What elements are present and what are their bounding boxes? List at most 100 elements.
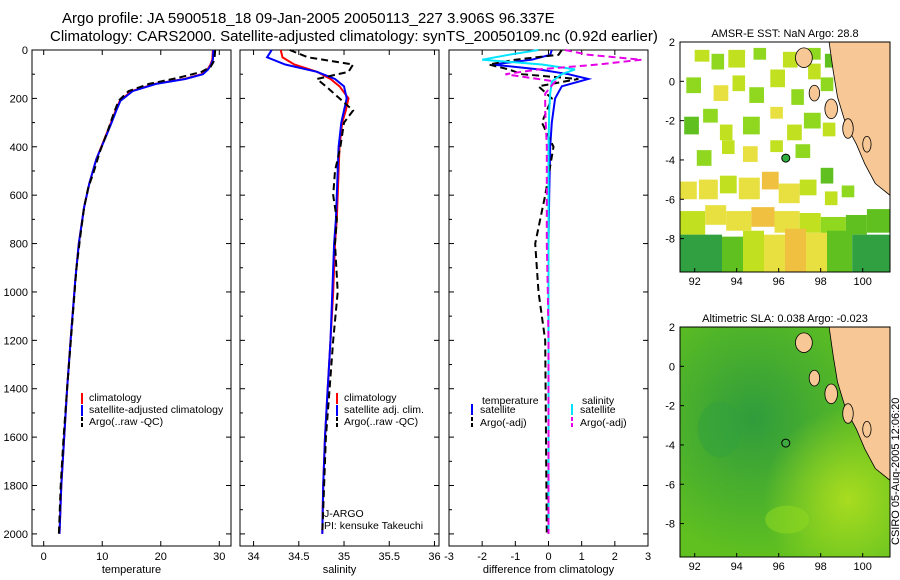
sst-cell <box>806 232 827 272</box>
difference-panel: -3 -2 -1 0 1 2 3 difference from climatology tem… <box>444 49 651 576</box>
figure-title-line-2: Climatology: CARS2000. Satellite-adjuste… <box>50 28 658 45</box>
sst-cell <box>749 87 764 103</box>
sst_map-panel: AMSR-E SST: NaN Argo: 28.8 92 94 96 98 100 2 0 -… <box>665 28 891 288</box>
difference-xtick-label: 0 <box>545 551 551 563</box>
island <box>795 332 813 353</box>
island <box>795 47 813 68</box>
sst-cell <box>824 191 838 206</box>
sst-cell <box>795 144 811 158</box>
sst-cell <box>680 211 706 235</box>
sst-cell <box>808 47 821 60</box>
depth-tick-label: 1200 <box>4 335 28 347</box>
legend-entry-label: Argo(..raw -QC) <box>344 416 418 428</box>
island <box>824 383 838 405</box>
sla_map-title: Altimetric SLA: 0.038 Argo: -0.023 <box>702 313 868 325</box>
sst-cell <box>686 77 701 94</box>
sla_map-frame <box>679 326 891 558</box>
difference-xtick-label: 3 <box>645 551 651 563</box>
sst-cell <box>698 179 718 200</box>
sst-cell <box>808 63 821 80</box>
figure-title-line-1: Argo profile: JA 5900518_18 09-Jan-2005 … <box>62 10 555 27</box>
sst_map-ytick-label: -6 <box>665 194 675 206</box>
sst-cell <box>743 146 758 162</box>
island <box>808 84 821 102</box>
salinity-xtick-label: 36 <box>428 551 440 563</box>
sst_map-xtick-label: 98 <box>815 276 827 288</box>
salinity-xaxis-label: salinity <box>323 564 357 576</box>
legend-entry-label: satellite adj. clim. <box>344 404 424 416</box>
sst-cell <box>743 230 764 272</box>
sst-cell <box>722 236 743 272</box>
sla_map-ytick-label: -2 <box>665 401 675 413</box>
annotation-pi: PI: kensuke Takeuchi <box>324 520 423 532</box>
depth-tick-label: 400 <box>10 142 28 154</box>
depth-tick-label: 1800 <box>4 481 28 493</box>
difference-xtick-label: -1 <box>510 551 520 563</box>
legend-entry-label: climatology <box>344 392 397 404</box>
legend-entry-label: Argo(-adj) <box>580 417 627 429</box>
sst-cell <box>719 124 733 141</box>
salinity-xtick-label: 35.5 <box>379 551 400 563</box>
sst-cell <box>722 140 735 155</box>
sla_map-panel: Altimetric SLA: 0.038 Argo: -0.023 92 94 96… <box>665 313 891 573</box>
difference-series-1 <box>488 49 579 534</box>
sst-cell <box>764 234 785 272</box>
sst-cell <box>827 230 853 272</box>
legend-entry-label: climatology <box>89 392 142 404</box>
depth-tick-label: 1000 <box>4 287 28 299</box>
temperature-xaxis-label: temperature <box>102 564 161 576</box>
legend-header-temperature: temperature <box>482 395 539 407</box>
sst-cell <box>845 214 867 235</box>
sst_map-xtick-label: 94 <box>731 276 743 288</box>
sst-cell <box>738 177 760 200</box>
depth-tick-label: 2000 <box>4 529 28 541</box>
sst-cell <box>684 116 699 135</box>
argo-position-marker <box>781 153 791 163</box>
sst-cell <box>770 140 783 153</box>
legend-entry-label: satellite <box>480 404 516 416</box>
sst_map-xtick-label: 100 <box>854 276 872 288</box>
sla-low-blob <box>697 401 742 458</box>
salinity-xtick-label: 35 <box>338 551 350 563</box>
depth-tick-label: 1400 <box>4 384 28 396</box>
salinity-series-2 <box>289 49 355 534</box>
sst-cell <box>799 179 817 196</box>
sla_map-ytick-label: 0 <box>669 361 675 373</box>
sla_map-xtick-label: 98 <box>815 561 827 573</box>
sst-cell <box>803 112 821 129</box>
sst-cell <box>694 49 710 62</box>
salinity-xtick-label: 34.5 <box>288 551 309 563</box>
sst-cell <box>852 234 890 272</box>
sst_map-field <box>680 42 890 272</box>
temperature-xtick-label: 0 <box>41 551 47 563</box>
sst-cell <box>732 75 746 92</box>
salinity-xtick-label: 34 <box>247 551 259 563</box>
temperature-series-2 <box>57 49 217 534</box>
sst_map-ytick-label: 0 <box>669 76 675 88</box>
salinity-axes-frame <box>239 49 440 547</box>
island <box>862 420 872 438</box>
sst-cell <box>770 69 785 88</box>
depth-tick-label: 200 <box>10 93 28 105</box>
difference-xtick-label: -2 <box>477 551 487 563</box>
difference-xtick-label: -3 <box>444 551 454 563</box>
depth-tick-label: 0 <box>22 45 28 57</box>
sst_map-title: AMSR-E SST: NaN Argo: 28.8 <box>711 28 858 40</box>
land-sumatra <box>828 327 890 481</box>
sst-cell <box>799 213 821 233</box>
sst-cell <box>711 53 725 70</box>
island <box>824 98 838 120</box>
sst_map-ytick-label: -8 <box>665 234 675 246</box>
temperature-xtick-label: 20 <box>155 551 167 563</box>
sla_map-ytick-label: -4 <box>665 440 675 452</box>
sst-cell <box>866 209 890 233</box>
argo-position-marker <box>781 438 791 448</box>
annotation-program: J-ARGO <box>324 508 364 520</box>
sst-cell <box>703 108 718 123</box>
sst-cell <box>822 122 836 137</box>
legend-entry-label: Argo(..raw -QC) <box>89 416 163 428</box>
salinity-panel: 34 34.5 35 35.5 36 salinity climatologysatelli… <box>239 49 441 576</box>
